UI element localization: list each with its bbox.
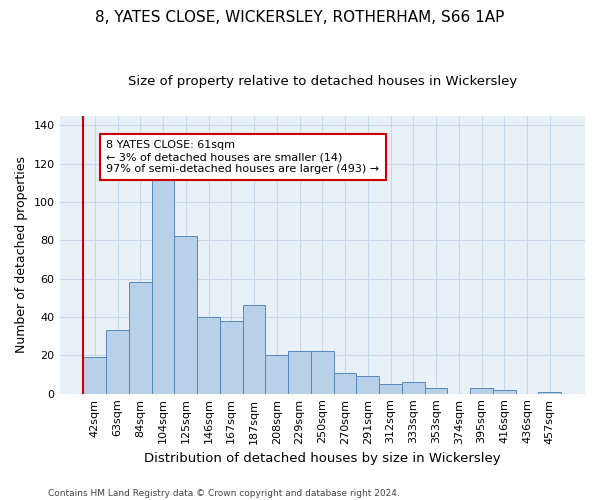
Bar xyxy=(152,168,175,394)
Bar xyxy=(242,306,265,394)
Bar xyxy=(311,352,334,394)
Bar xyxy=(470,388,493,394)
Bar xyxy=(265,356,288,394)
Bar xyxy=(288,352,311,394)
Bar xyxy=(175,236,197,394)
Bar xyxy=(425,388,448,394)
Y-axis label: Number of detached properties: Number of detached properties xyxy=(15,156,28,353)
Text: 8 YATES CLOSE: 61sqm
← 3% of detached houses are smaller (14)
97% of semi-detach: 8 YATES CLOSE: 61sqm ← 3% of detached ho… xyxy=(106,140,379,173)
Text: Contains HM Land Registry data © Crown copyright and database right 2024.: Contains HM Land Registry data © Crown c… xyxy=(48,488,400,498)
Bar xyxy=(83,357,106,394)
Bar xyxy=(379,384,402,394)
Bar xyxy=(220,321,242,394)
X-axis label: Distribution of detached houses by size in Wickersley: Distribution of detached houses by size … xyxy=(144,452,500,465)
Bar xyxy=(356,376,379,394)
Title: Size of property relative to detached houses in Wickersley: Size of property relative to detached ho… xyxy=(128,75,517,88)
Bar xyxy=(493,390,515,394)
Bar xyxy=(129,282,152,394)
Bar xyxy=(197,317,220,394)
Bar xyxy=(402,382,425,394)
Bar xyxy=(334,372,356,394)
Text: 8, YATES CLOSE, WICKERSLEY, ROTHERHAM, S66 1AP: 8, YATES CLOSE, WICKERSLEY, ROTHERHAM, S… xyxy=(95,10,505,25)
Bar xyxy=(538,392,561,394)
Bar xyxy=(106,330,129,394)
